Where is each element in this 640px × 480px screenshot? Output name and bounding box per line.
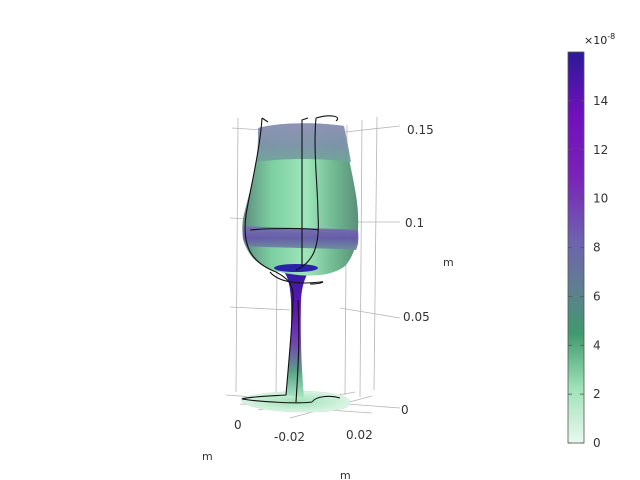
colorbar-multiplier-base: ×10 — [584, 34, 607, 47]
glass-rim — [256, 123, 351, 162]
z-axis-unit: m — [443, 256, 454, 269]
y-tick-label: 0 — [234, 418, 242, 432]
glass-band — [242, 226, 359, 250]
x-tick-label: -0.02 — [274, 430, 305, 444]
colorbar-tick-label: 4 — [593, 338, 601, 352]
z-tick-label: 0.1 — [405, 216, 424, 230]
colorbar-tick-label: 0 — [593, 436, 601, 450]
colorbar-ticks: 0 2 4 6 8 10 12 14 — [568, 94, 608, 450]
colorbar-tick-label: 10 — [593, 192, 608, 206]
colorbar-tick-label: 8 — [593, 241, 601, 255]
glass-stem — [276, 266, 316, 398]
bowl-bottom — [274, 264, 318, 272]
z-tick-label: 0 — [401, 403, 409, 417]
z-tick-label: 0.15 — [407, 123, 434, 137]
colorbar: ×10-8 0 2 4 6 8 10 12 14 — [567, 32, 615, 450]
x-tick-label: 0.02 — [346, 428, 373, 442]
colorbar-tick-label: 2 — [593, 387, 601, 401]
x-axis-unit: m — [340, 469, 351, 480]
colorbar-exponent: -8 — [607, 32, 615, 41]
glass-outline — [241, 115, 341, 404]
colorbar-tick-label: 6 — [593, 289, 601, 303]
colorbar-tick-label: 14 — [593, 94, 608, 108]
y-axis-unit: m — [202, 450, 213, 463]
colorbar-tick-label: 12 — [593, 143, 608, 157]
colorbar-multiplier: ×10-8 — [584, 32, 615, 47]
z-tick-label: 0.05 — [403, 310, 430, 324]
